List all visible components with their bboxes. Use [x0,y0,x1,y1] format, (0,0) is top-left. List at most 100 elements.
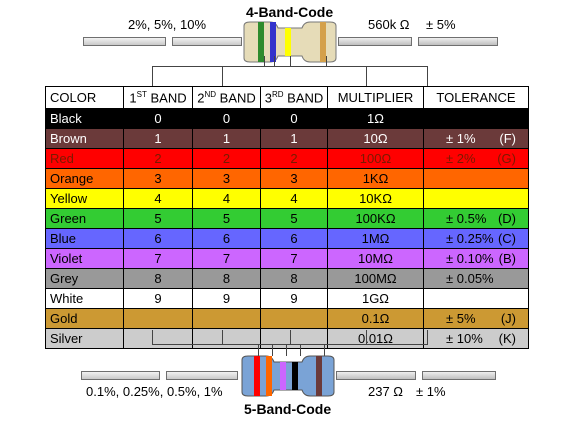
band-2-digit-cell [192,308,261,329]
tolerance-cell: ± 0.10% (B) [423,248,529,269]
five-band-title: 5-Band-Code [244,401,332,417]
band-1-digit-cell [123,328,193,349]
multiplier-cell: 1Ω [327,108,424,129]
multiplier-cell: 10KΩ [327,188,424,209]
band-2-digit-cell: 1 [192,128,261,149]
five-band-band-2 [266,356,272,396]
tolerance-cell [423,168,529,189]
tolerance-value: ± 0.10% [446,251,494,266]
four-band-band-4 [320,22,326,62]
five-band-tolerance-options: 0.1%, 0.25%, 0.5%, 1% [86,384,223,399]
five-band-connector-rise-2 [222,330,223,344]
band-3-digit-cell [260,328,328,349]
band-2-digit-cell: 4 [192,188,261,209]
band-2-digit-cell: 8 [192,268,261,289]
band-3-digit-cell: 4 [260,188,328,209]
band-2-digit-cell: 0 [192,108,261,129]
tolerance-cell: ± 0.25% (C) [423,228,529,249]
multiplier-cell: 100KΩ [327,208,424,229]
five-band-connector-down-1 [258,344,259,356]
band-3-digit-cell [260,308,328,329]
four-band-connector-rise-2 [274,56,275,66]
five-band-lead-right-2 [422,371,496,380]
band-3-digit-cell: 3 [260,168,328,189]
four-band-lead-left-2 [172,37,242,46]
band-2-digit-cell: 6 [192,228,261,249]
band-1-digit-cell: 6 [123,228,193,249]
color-name-cell: Violet [45,248,124,269]
four-band-resistor [243,21,337,63]
four-band-band-3 [285,28,291,56]
four-band-lead-left-1 [83,37,166,46]
table-row-black: Black 0 0 0 1Ω [45,108,529,129]
table-row-silver: Silver 0.01Ω ± 10% (K) [45,328,529,349]
five-band-example-tolerance: ± 1% [416,384,446,399]
band-1-digit-cell: 3 [123,168,193,189]
band-1-digit-cell: 2 [123,148,193,169]
tolerance-cell [423,288,529,309]
band-1-digit-cell: 4 [123,188,193,209]
four-band-title: 4-Band-Code [246,4,334,20]
multiplier-cell: 10MΩ [327,248,424,269]
tolerance-cell: ± 5% (J) [423,308,529,329]
tolerance-letter-code: (F) [499,131,516,146]
tolerance-value: ± 10% [446,331,483,346]
color-name-cell: Gold [45,308,124,329]
multiplier-cell: 1KΩ [327,168,424,189]
band-2-digit-cell: 3 [192,168,261,189]
table-row-red: Red 2 2 2 100Ω ± 2% (G) [45,148,529,169]
band-3-digit-cell: 9 [260,288,328,309]
multiplier-cell: 10Ω [327,128,424,149]
tolerance-value: ± 0.25% [446,231,494,246]
band-1-digit-cell: 1 [123,128,193,149]
multiplier-cell: 100Ω [327,148,424,169]
multiplier-cell: 1MΩ [327,228,424,249]
multiplier-cell: 100MΩ [327,268,424,289]
five-band-connector-rise-3 [290,330,291,344]
color-name-cell: White [45,288,124,309]
color-name-cell: Green [45,208,124,229]
five-band-connector-down-4 [300,344,301,356]
table-header-row: COLOR 1ST BAND 2ND BAND 3RD BAND MULTIPL… [45,86,529,109]
band-3-digit-cell: 7 [260,248,328,269]
color-name-cell: Red [45,148,124,169]
multiplier-cell: 1GΩ [327,288,424,309]
table-row-yellow: Yellow 4 4 4 10KΩ [45,188,529,209]
band-2-digit-cell: 2 [192,148,261,169]
five-band-example-value: 237 Ω [368,384,404,399]
four-band-band-1 [258,22,264,62]
tolerance-cell [423,188,529,209]
five-band-lead-left-2 [166,371,238,380]
five-band-band-1 [254,356,260,396]
band-3-digit-cell: 6 [260,228,328,249]
table-row-orange: Orange 3 3 3 1KΩ [45,168,529,189]
five-band-lead-right-1 [336,371,416,380]
five-band-connector-horizontal [152,344,428,345]
band-3-digit-cell: 0 [260,108,328,129]
band-2-digit-cell: 9 [192,288,261,309]
five-band-connector-rise-4 [366,330,367,344]
four-band-connector-horizontal [152,66,428,67]
tolerance-letter-code: (J) [500,311,516,326]
header-band-3: 3RD BAND [260,86,328,109]
four-band-example-value: 560k Ω [368,17,410,32]
band-2-digit-cell [192,328,261,349]
tolerance-cell: ± 1% (F) [423,128,529,149]
five-band-connector-down-3 [286,344,287,356]
table-row-grey: Grey 8 8 8 100MΩ ± 0.05% [45,268,529,289]
color-name-cell: Brown [45,128,124,149]
band-3-digit-cell: 5 [260,208,328,229]
four-band-connector-drop-2 [222,66,223,86]
table-row-brown: Brown 1 1 1 10Ω ± 1% (F) [45,128,529,149]
tolerance-cell [423,108,529,129]
color-name-cell: Grey [45,268,124,289]
tolerance-cell: ± 2% (G) [423,148,529,169]
band-1-digit-cell: 0 [123,108,193,129]
band-2-digit-cell: 5 [192,208,261,229]
header-multiplier: MULTIPLIER [327,86,424,109]
four-band-band-2 [270,22,276,62]
four-band-connector-rise-4 [326,56,327,66]
tolerance-value: ± 0.05% [446,271,494,286]
tolerance-letter-code: (D) [497,211,516,226]
tolerance-value: ± 1% [446,131,476,146]
